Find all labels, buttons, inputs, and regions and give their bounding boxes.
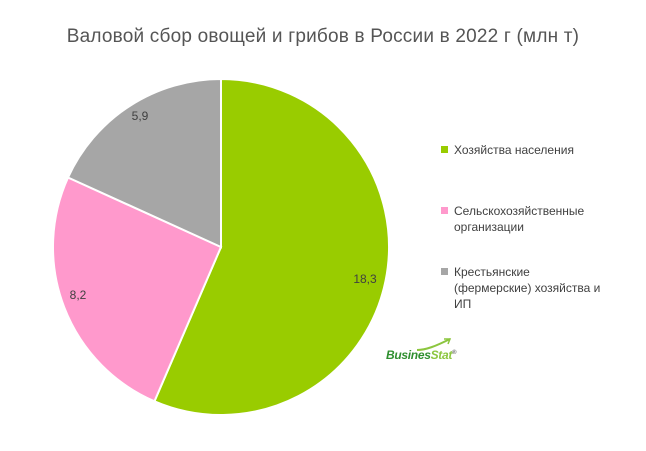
legend-item-households: Хозяйства населения xyxy=(441,142,641,158)
data-label: 18,3 xyxy=(353,272,377,286)
legend-item-farms: Крестьянские (фермерские) хозяйства и ИП xyxy=(441,264,641,312)
legend-item-agri-orgs: Сельскохозяйственные организации xyxy=(441,203,641,235)
logo-text-part2: Stat xyxy=(430,348,453,362)
businesstat-logo: BusinesStat® xyxy=(386,338,457,362)
logo-registered-mark: ® xyxy=(452,350,457,356)
data-label: 8,2 xyxy=(70,288,87,302)
legend-swatch xyxy=(441,268,448,275)
legend-label-line: ИП xyxy=(454,297,472,311)
logo-swoosh-icon xyxy=(416,338,452,351)
legend-label: Сельскохозяйственные организации xyxy=(454,203,584,235)
legend-label-line: Сельскохозяйственные xyxy=(454,204,585,218)
data-label: 5,9 xyxy=(132,109,149,123)
pie-slice-farms xyxy=(66,77,222,249)
legend-label-line: Хозяйства населения xyxy=(454,143,574,157)
legend-label-line: Крестьянские xyxy=(454,265,530,279)
legend-label-line: организации xyxy=(454,220,524,234)
pie-slice-agri-orgs xyxy=(52,176,223,403)
logo-text-part1: Busines xyxy=(386,348,431,362)
legend-label-line: (фермерские) хозяйства и xyxy=(454,281,601,295)
legend-swatch xyxy=(441,207,448,214)
legend-label: Крестьянские (фермерские) хозяйства и ИП xyxy=(454,264,600,312)
chart-title: Валовой сбор овощей и грибов в России в … xyxy=(66,26,580,47)
legend-swatch xyxy=(441,146,448,153)
legend-label: Хозяйства населения xyxy=(454,142,574,158)
pie-slice-households xyxy=(153,77,390,416)
